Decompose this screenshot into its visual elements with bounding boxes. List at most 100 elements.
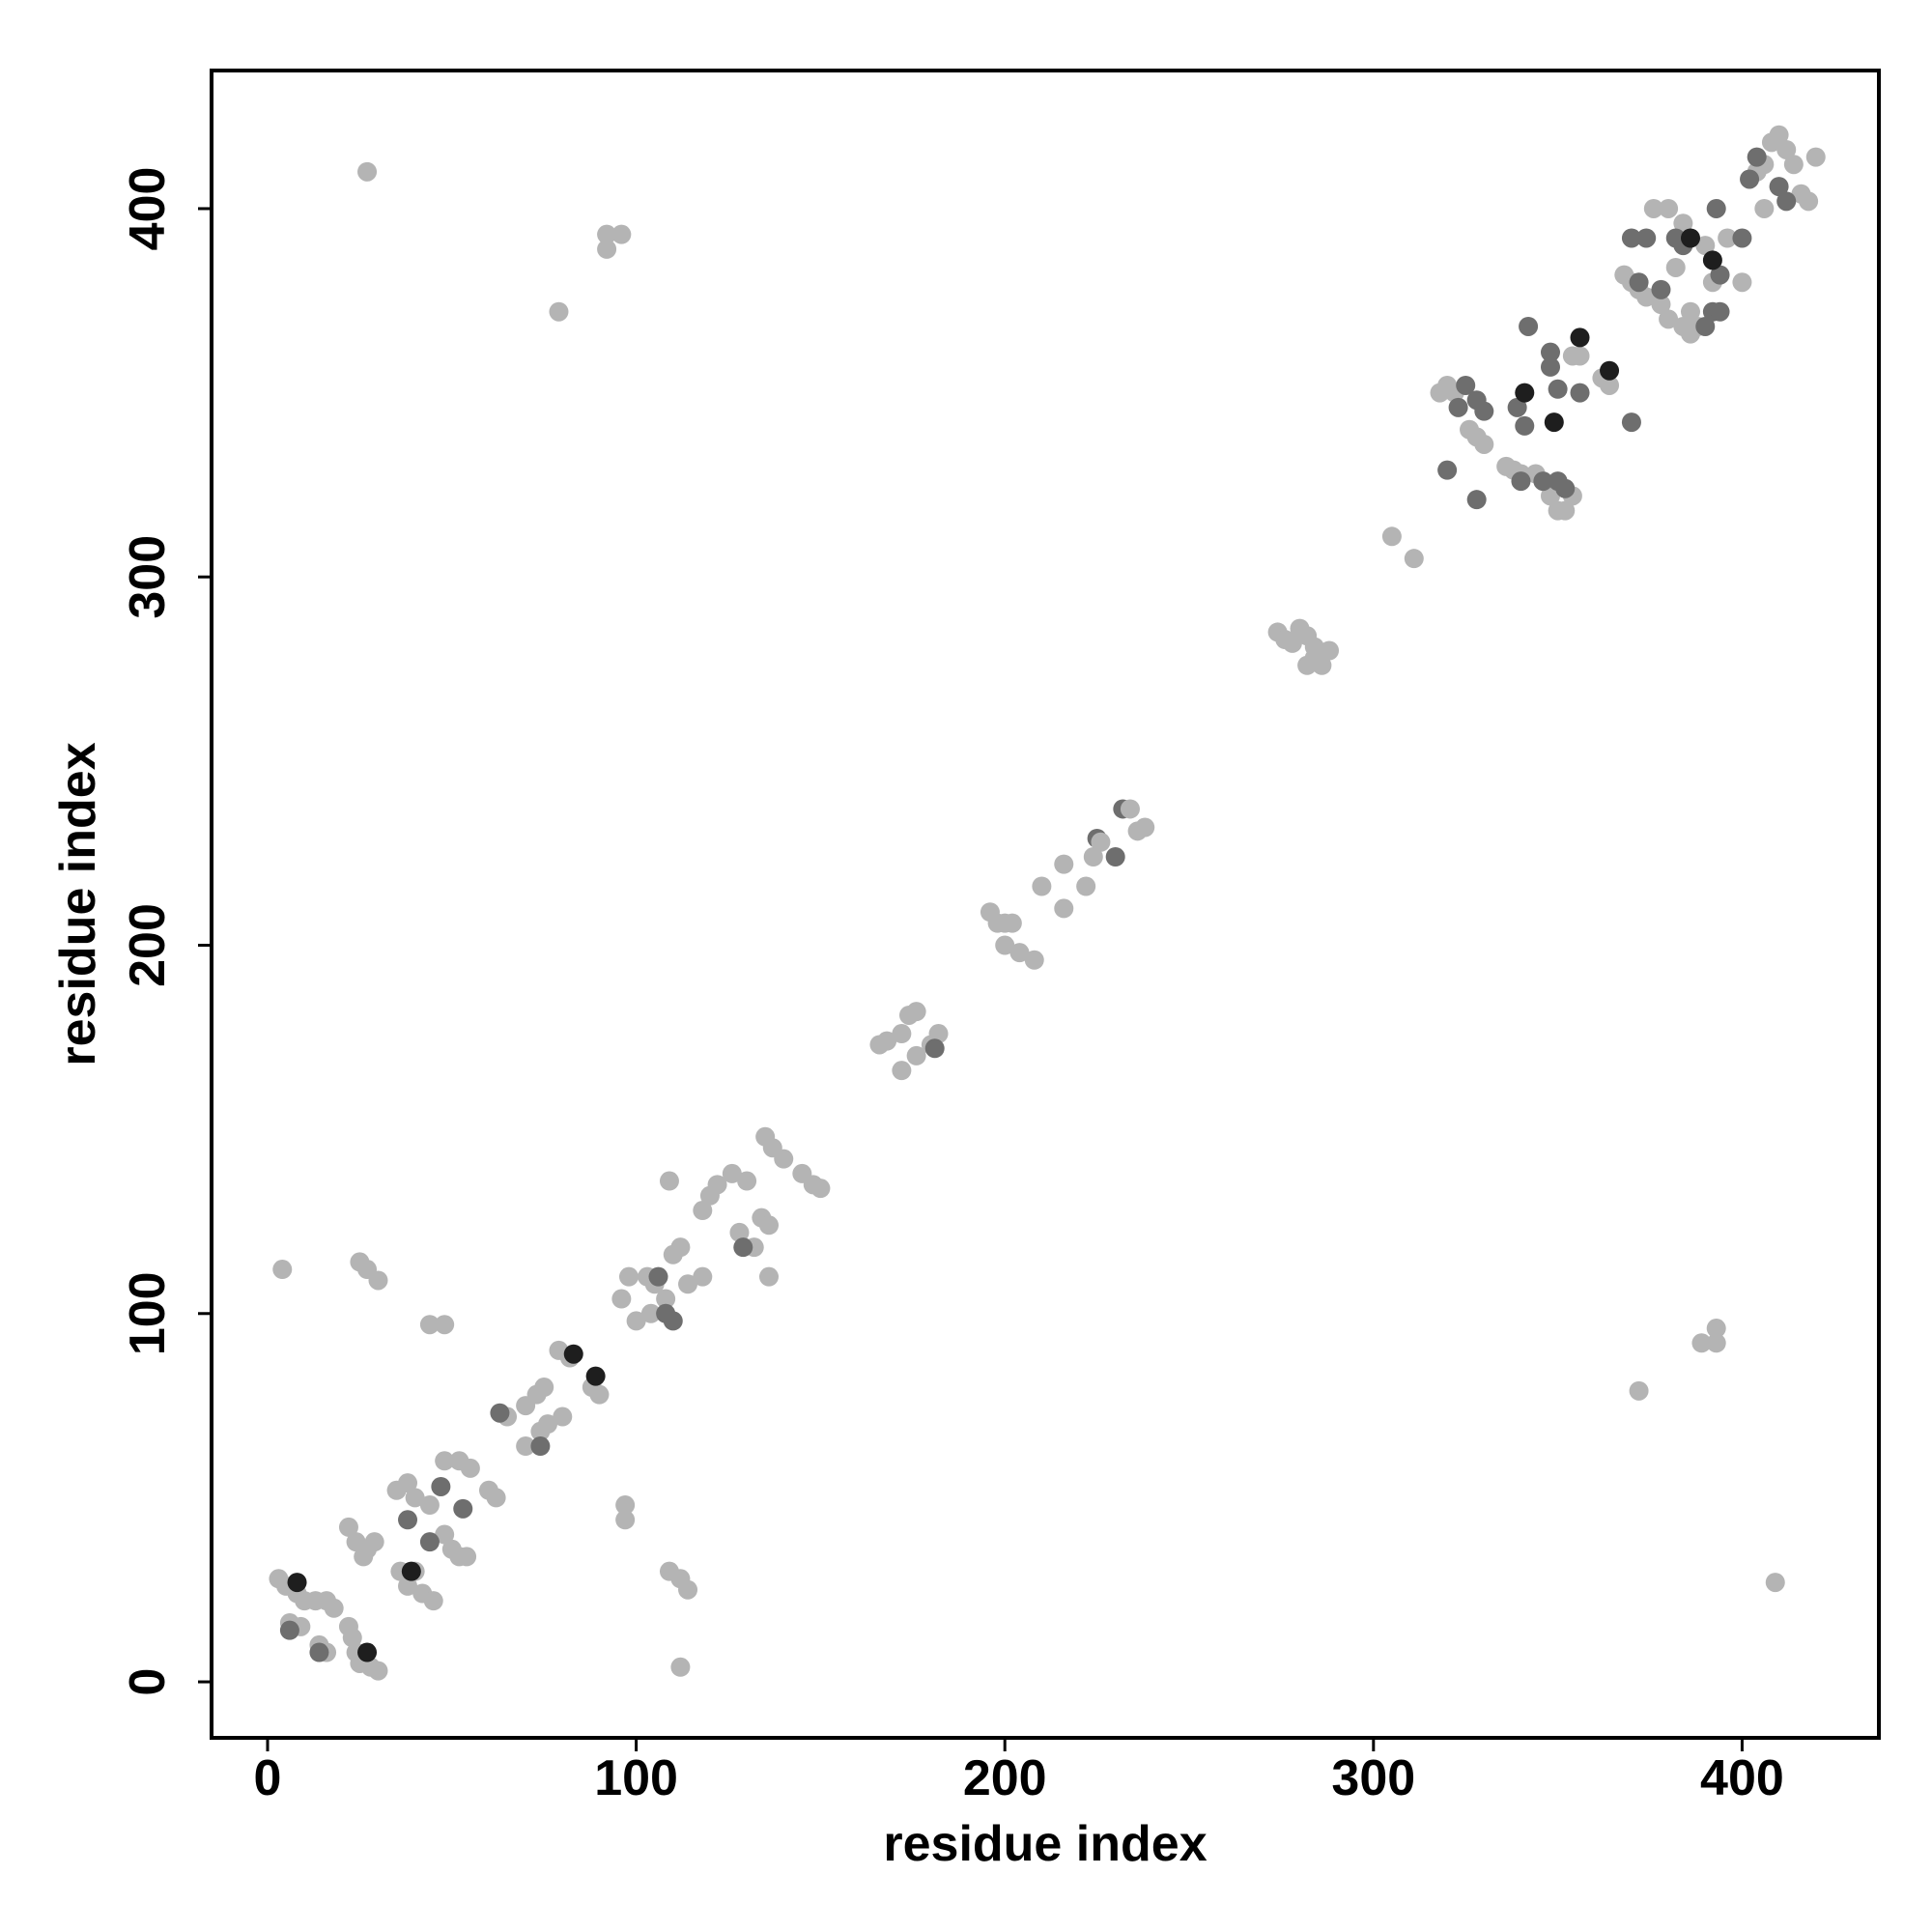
point [1665,257,1686,277]
point [1054,854,1074,874]
point [758,1266,779,1287]
point [892,1061,912,1081]
point [435,1315,455,1335]
point [670,1237,691,1258]
point [1805,147,1826,167]
point [678,1579,698,1600]
point [453,1498,473,1519]
point [1783,155,1804,175]
point [342,1628,362,1648]
point [1776,191,1797,212]
point [368,1270,388,1291]
point [1600,375,1620,395]
point [398,1473,418,1493]
point [693,1201,713,1221]
point [553,1406,573,1427]
point [435,1524,455,1545]
point [1404,549,1424,569]
point [368,1661,388,1681]
point [906,1045,926,1065]
point [1282,633,1302,653]
point [1706,198,1726,218]
point [1548,379,1568,399]
point [1540,342,1560,362]
y-tick-label: 200 [120,903,176,987]
point [877,1031,897,1051]
y-tick-label: 400 [120,167,176,251]
point [354,1547,374,1567]
point [693,1266,713,1287]
point [1474,434,1494,454]
point [357,1642,378,1662]
point [460,1458,480,1478]
point [423,1591,443,1611]
point [928,1024,949,1044]
point [1629,1380,1649,1401]
point [1706,1333,1726,1353]
point [401,1561,421,1581]
point [1673,213,1693,234]
point [1570,346,1590,366]
point [1706,1319,1726,1339]
point [707,1175,727,1195]
point [287,1573,307,1593]
point [516,1436,536,1457]
point [419,1532,440,1552]
point [892,1024,912,1044]
point [615,1510,636,1530]
y-tick-label: 100 [120,1271,176,1355]
point [1540,486,1560,506]
x-tick-label: 300 [1331,1750,1415,1806]
point [597,224,617,244]
point [1054,898,1074,919]
point [611,1289,632,1309]
point [1636,228,1657,248]
point [626,1311,646,1331]
point [1381,526,1402,547]
point [1312,655,1332,675]
point [1710,265,1730,285]
plot-frame [210,69,1881,1740]
point [1680,301,1700,322]
point [1643,198,1663,218]
point [1002,913,1022,933]
point [597,239,617,259]
point [309,1642,329,1662]
point [357,161,378,182]
point [729,1222,750,1242]
point [1297,655,1318,675]
x-tick-label: 200 [963,1750,1047,1806]
point [1540,356,1560,377]
point [1544,412,1564,433]
point [486,1488,506,1508]
point [534,1378,554,1398]
point [810,1179,831,1199]
point [585,1366,606,1386]
point [1710,301,1730,322]
point [419,1315,440,1335]
x-tick-label: 0 [254,1750,282,1806]
point [1629,272,1649,293]
point [1515,383,1535,403]
point [733,1237,753,1258]
point [1769,125,1789,145]
point [618,1266,639,1287]
point [1659,309,1679,329]
point [338,1517,358,1537]
point [615,1495,636,1516]
point [1600,360,1620,381]
point [611,224,632,244]
point [1799,191,1819,212]
point [1732,272,1752,293]
point [530,1436,551,1457]
point [1474,401,1494,421]
point [324,1598,344,1618]
point [648,1266,668,1287]
point [1448,397,1468,417]
point [1555,478,1576,498]
point [1765,1573,1785,1593]
point [1570,327,1590,348]
y-tick-label: 0 [120,1668,176,1696]
point [272,1260,293,1280]
